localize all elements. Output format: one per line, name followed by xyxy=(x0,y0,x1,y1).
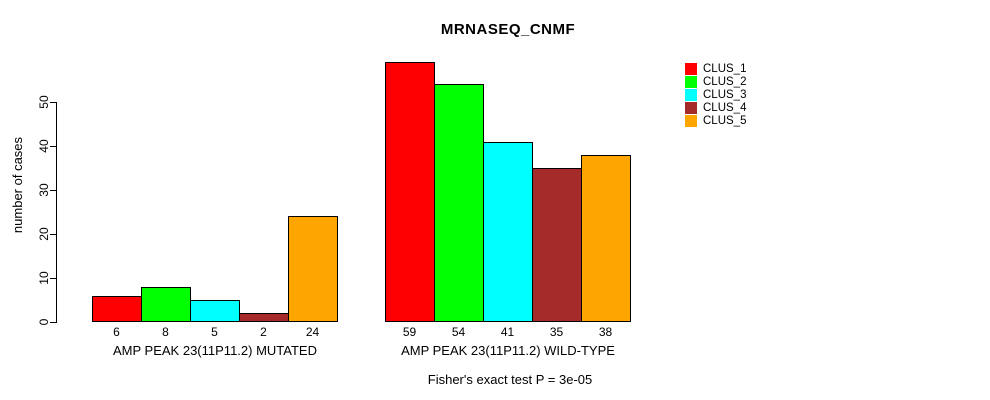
bar-value-label: 54 xyxy=(451,325,466,339)
bar-clus_2-group2 xyxy=(434,84,484,322)
bar-value-label: 41 xyxy=(500,325,515,339)
bar-value-label: 35 xyxy=(549,325,564,339)
legend-label: CLUS_1 xyxy=(703,62,747,75)
bar-clus_2-group1 xyxy=(141,287,191,322)
legend-swatch-icon xyxy=(685,62,697,75)
bar-clus_3-group2 xyxy=(483,142,533,322)
bar-value-label: 38 xyxy=(598,325,613,339)
category-label: AMP PEAK 23(11P11.2) WILD-TYPE xyxy=(401,343,615,358)
legend-item-clus_2: CLUS_2 xyxy=(685,75,746,88)
legend-label: CLUS_3 xyxy=(703,88,747,101)
y-tick-label: 40 xyxy=(37,139,51,153)
y-axis-line xyxy=(56,102,57,323)
annotation-text: Fisher's exact test P = 3e-05 xyxy=(427,372,593,387)
y-axis-tick xyxy=(50,102,57,103)
legend-item-clus_3: CLUS_3 xyxy=(685,88,746,101)
y-tick-label: 10 xyxy=(37,271,51,285)
bar-clus_5-group1 xyxy=(288,216,338,322)
legend-swatch-icon xyxy=(685,88,697,101)
bar-clus_3-group1 xyxy=(190,300,240,322)
legend-swatch-icon xyxy=(685,75,697,88)
category-label: AMP PEAK 23(11P11.2) MUTATED xyxy=(113,343,317,358)
legend-item-clus_5: CLUS_5 xyxy=(685,114,746,127)
y-tick-label: 20 xyxy=(37,227,51,241)
bar-value-label: 5 xyxy=(211,325,218,339)
bar-value-label: 8 xyxy=(162,325,169,339)
legend-swatch-icon xyxy=(685,101,697,114)
y-axis-tick xyxy=(50,322,57,323)
bar-clus_1-group2 xyxy=(385,62,435,322)
legend-label: CLUS_2 xyxy=(703,75,747,88)
y-tick-label: 50 xyxy=(37,95,51,109)
legend: CLUS_1 CLUS_2 CLUS_3 CLUS_4 CLUS_5 xyxy=(685,62,746,127)
bar-clus_5-group2 xyxy=(581,155,631,322)
bar-value-label: 6 xyxy=(113,325,120,339)
legend-swatch-icon xyxy=(685,114,697,127)
legend-item-clus_1: CLUS_1 xyxy=(685,62,746,75)
bar-value-label: 2 xyxy=(260,325,267,339)
legend-label: CLUS_4 xyxy=(703,101,747,114)
y-axis-tick xyxy=(50,146,57,147)
bar-clus_1-group1 xyxy=(92,296,142,322)
bar-value-label: 24 xyxy=(305,325,320,339)
y-tick-label: 30 xyxy=(37,183,51,197)
legend-item-clus_4: CLUS_4 xyxy=(685,101,746,114)
bar-value-label: 59 xyxy=(402,325,417,339)
y-axis-tick xyxy=(50,278,57,279)
chart-title: MRNASEQ_CNMF xyxy=(440,21,576,38)
y-tick-label: 0 xyxy=(37,318,51,326)
bar-clus_4-group1 xyxy=(239,313,289,322)
bar-clus_4-group2 xyxy=(532,168,582,322)
y-axis-tick xyxy=(50,190,57,191)
legend-label: CLUS_5 xyxy=(703,114,747,127)
y-axis-tick xyxy=(50,234,57,235)
